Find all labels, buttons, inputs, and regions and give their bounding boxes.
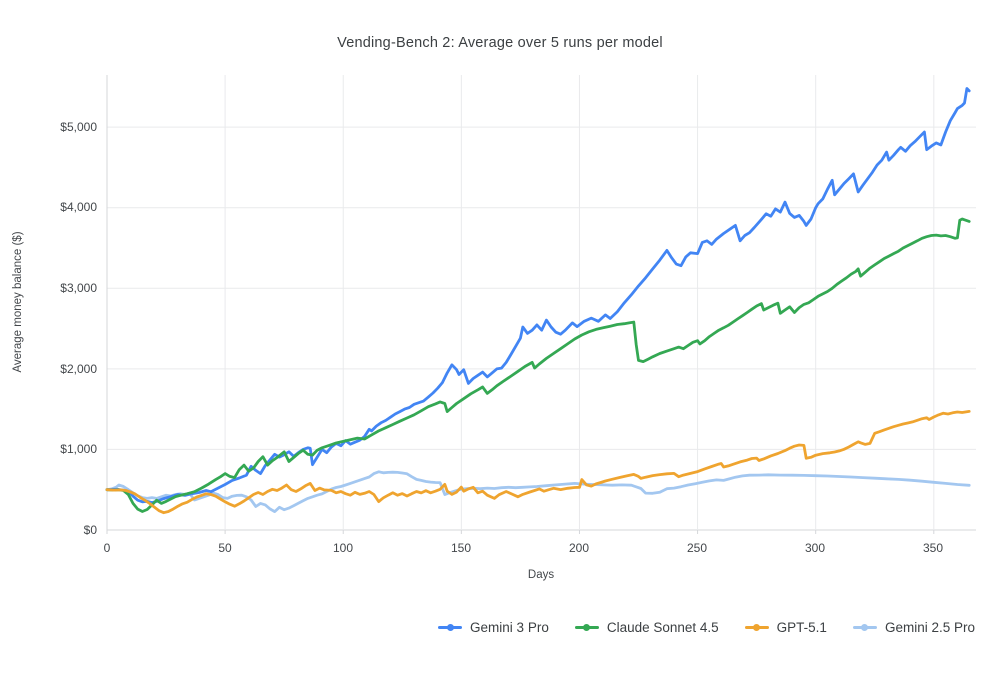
y-tick-label: $5,000 [60,120,97,134]
y-tick-label: $1,000 [60,442,97,456]
series-line-gpt-5-1 [105,409,971,515]
x-axis-title: Days [527,569,555,581]
series-marker-icon [438,623,463,632]
legend-label: Gemini 2.5 Pro [884,620,975,635]
x-tick-label: 50 [218,541,232,555]
legend-item: Gemini 2.5 Pro [852,620,975,635]
y-axis-title: Average money balance ($) [12,231,24,373]
series-line-gemini-3-pro [105,87,971,505]
x-tick-label: 150 [450,541,472,555]
y-tick-label: $3,000 [60,281,97,295]
series-line-claude-sonnet-4-5 [105,217,971,513]
legend-label: Gemini 3 Pro [470,620,549,635]
x-tick-label: 250 [686,541,708,555]
chart-title: Vending-Bench 2: Average over 5 runs per… [337,35,663,51]
legend-label: GPT-5.1 [776,620,827,635]
y-tick-label: $0 [83,523,97,537]
series-marker-icon [574,623,599,632]
x-tick-label: 0 [103,541,111,555]
y-tick-label: $4,000 [60,200,97,214]
legend-item: GPT-5.1 [744,620,827,635]
legend-label: Claude Sonnet 4.5 [606,620,719,635]
series-marker-icon [852,623,877,632]
legend: Gemini 3 Pro Claude Sonnet 4.5 GPT-5.1 G… [438,620,975,635]
legend-item: Gemini 3 Pro [438,620,549,635]
series-marker-icon [744,623,769,632]
x-tick-label: 350 [922,541,944,555]
legend-item: Claude Sonnet 4.5 [574,620,719,635]
x-tick-label: 100 [332,541,354,555]
gridlines [106,75,976,534]
y-tick-label: $2,000 [60,362,97,376]
x-tick-label: 300 [804,541,826,555]
x-tick-label: 200 [568,541,590,555]
